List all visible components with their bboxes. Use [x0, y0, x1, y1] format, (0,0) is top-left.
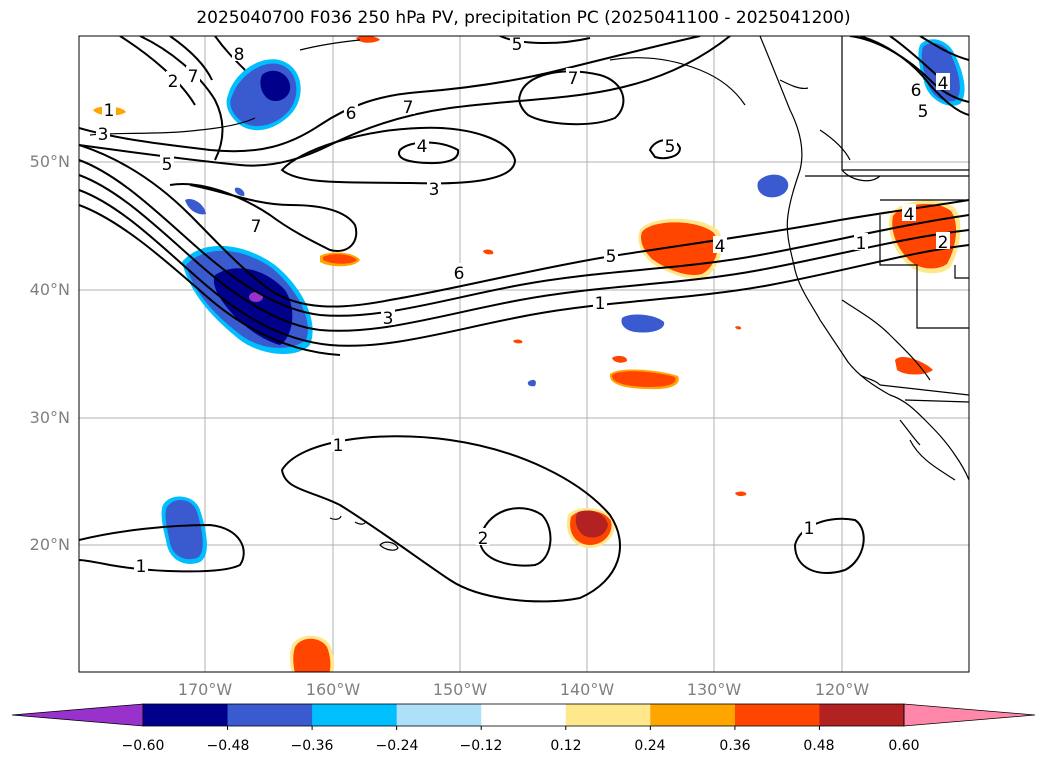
colorbar-segment [227, 704, 313, 726]
chart-title: 2025040700 F036 250 hPa PV, precipitatio… [196, 8, 851, 28]
contour-label: 2 [938, 233, 949, 253]
contour-label: 2 [168, 72, 179, 92]
contour-labels: 8 7 2 4 3 1 5 6 7 5 7 6 4 5 5 7 6 5 3 1 … [98, 35, 949, 577]
colorbar [11, 703, 1036, 730]
contour-label: 6 [911, 81, 922, 101]
colorbar-tick-label: 0.24 [634, 738, 666, 754]
colorbar-segment [143, 704, 229, 726]
contour-label: 1 [136, 557, 147, 577]
contour-label: 1 [333, 436, 344, 456]
colorbar-extend-max [903, 703, 1036, 727]
precip-negative-areas [161, 39, 965, 564]
colorbar-segment [312, 704, 398, 726]
map-background [79, 36, 969, 672]
contour-label: 1 [104, 101, 115, 121]
lon-label: 150°W [432, 680, 488, 699]
contour-label: 4 [417, 137, 428, 157]
lon-label: 140°W [559, 680, 615, 699]
colorbar-segment [650, 704, 736, 726]
colorbar-outline [142, 703, 905, 727]
contour-label: 8 [234, 45, 245, 65]
colorbar-segment [565, 704, 651, 726]
map-frame [78, 35, 970, 673]
contour-label: 5 [665, 137, 676, 157]
contour-label: 4 [715, 237, 726, 257]
colorbar-tick-label: −0.36 [290, 738, 334, 754]
contour-label: 2 [478, 529, 489, 549]
contour-label: 5 [512, 35, 523, 55]
contour-label: 4 [938, 74, 949, 94]
lon-label: 170°W [177, 680, 233, 699]
colorbar-tick-label: 0.36 [719, 738, 751, 754]
colorbar-tick-label: 0.60 [888, 738, 920, 754]
colorbar-extend-min [11, 703, 144, 727]
contour-label: 7 [403, 98, 414, 118]
colorbar-tick-label: 0.12 [550, 738, 582, 754]
contour-label: 7 [568, 69, 579, 89]
contour-label: 3 [98, 125, 109, 145]
contour-label: 5 [606, 247, 617, 267]
lat-label: 30°N [29, 408, 70, 427]
colorbar-segment [734, 704, 820, 726]
colorbar-tick-label: −0.12 [459, 738, 503, 754]
colorbar-segment [481, 704, 567, 726]
contour-label-masks [96, 36, 950, 573]
lat-label: 50°N [29, 152, 70, 171]
colorbar-segment [396, 704, 482, 726]
contour-label: 1 [804, 519, 815, 539]
colorbar-tick-label: 0.48 [803, 738, 835, 754]
contour-label: 5 [162, 155, 173, 175]
lat-label: 40°N [29, 280, 70, 299]
contour-label: 7 [188, 67, 199, 87]
lon-label: 120°W [814, 680, 870, 699]
lon-label: 160°W [305, 680, 361, 699]
contour-label: 3 [429, 180, 440, 200]
lat-label: 20°N [29, 535, 70, 554]
contour-label: 3 [383, 309, 394, 329]
contour-label: 7 [251, 217, 262, 237]
colorbar-tick-label: −0.60 [121, 738, 165, 754]
contour-label: 6 [346, 104, 357, 124]
coastlines [89, 36, 969, 551]
contour-label: 6 [454, 264, 465, 284]
colorbar-tick-label: −0.48 [206, 738, 250, 754]
pv-contours [79, 36, 969, 603]
contour-label: 1 [856, 234, 867, 254]
contour-label: 5 [918, 102, 929, 122]
contour-label: 4 [904, 205, 915, 225]
colorbar-tick-label: −0.24 [375, 738, 419, 754]
colorbar-segment [819, 704, 905, 726]
contour-label: 1 [595, 294, 606, 314]
lon-label: 130°W [686, 680, 742, 699]
